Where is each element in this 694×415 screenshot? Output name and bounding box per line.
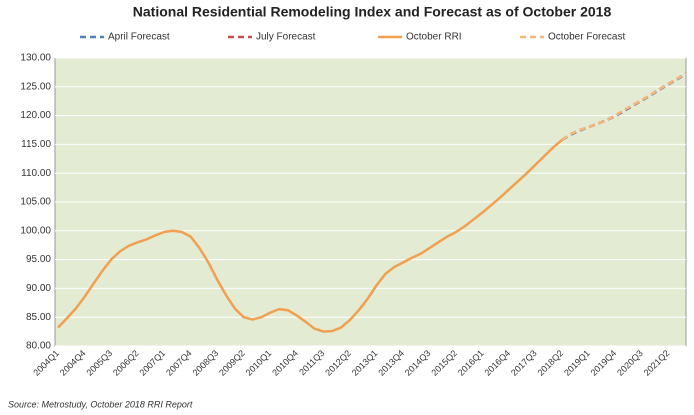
series-line bbox=[57, 138, 564, 333]
legend-label: October RRI bbox=[406, 32, 462, 43]
y-tick-label: 100.00 bbox=[20, 225, 51, 236]
y-tick-label: 85.00 bbox=[26, 312, 51, 323]
x-tick-label: 2013Q4 bbox=[376, 348, 406, 378]
y-tick-label: 95.00 bbox=[26, 254, 51, 265]
y-tick-label: 125.00 bbox=[20, 81, 51, 92]
x-tick-label: 2016Q1 bbox=[456, 348, 486, 378]
x-tick-label: 2017Q3 bbox=[509, 348, 539, 378]
y-tick-label: 110.00 bbox=[21, 168, 51, 179]
x-tick-label: 2018Q2 bbox=[536, 348, 566, 378]
x-tick-label: 2014Q3 bbox=[403, 348, 433, 378]
legend-label: July Forecast bbox=[256, 32, 316, 43]
x-tick-label: 2019Q4 bbox=[589, 348, 619, 378]
x-tick-label: 2015Q2 bbox=[429, 348, 459, 378]
x-tick-label: 2009Q2 bbox=[217, 348, 247, 378]
x-tick-label: 2006Q2 bbox=[111, 348, 141, 378]
chart-title: National Residential Remodeling Index an… bbox=[133, 4, 612, 20]
x-tick-label: 2004Q4 bbox=[58, 348, 88, 378]
y-tick-label: 120.00 bbox=[20, 110, 51, 121]
y-tick-label: 90.00 bbox=[26, 283, 51, 294]
x-tick-label: 2021Q2 bbox=[642, 348, 672, 378]
x-tick-label: 2019Q1 bbox=[562, 348, 592, 378]
x-tick-label: 2011Q3 bbox=[297, 348, 326, 377]
x-tick-label: 2007Q4 bbox=[164, 348, 194, 378]
x-tick-label: 2005Q3 bbox=[84, 348, 114, 378]
y-tick-label: 105.00 bbox=[20, 197, 51, 208]
x-tick-label: 2013Q1 bbox=[350, 348, 380, 378]
x-tick-label: 2020Q3 bbox=[615, 348, 645, 378]
x-tick-label: 2008Q3 bbox=[191, 348, 221, 378]
x-tick-label: 2012Q2 bbox=[323, 348, 353, 378]
y-tick-label: 80.00 bbox=[26, 341, 51, 352]
legend-label: April Forecast bbox=[108, 32, 170, 43]
series-line bbox=[561, 72, 687, 141]
x-tick-label: 2010Q1 bbox=[244, 348, 274, 378]
legend-label: October Forecast bbox=[548, 32, 625, 43]
x-tick-label: 2016Q4 bbox=[482, 348, 512, 378]
source-note: Source: Metrostudy, October 2018 RRI Rep… bbox=[8, 399, 193, 409]
y-tick-label: 115.00 bbox=[21, 139, 51, 150]
y-tick-label: 130.00 bbox=[20, 53, 51, 64]
x-tick-label: 2004Q1 bbox=[31, 348, 61, 378]
x-tick-label: 2007Q1 bbox=[138, 348, 168, 378]
x-tick-label: 2010Q4 bbox=[270, 348, 300, 378]
